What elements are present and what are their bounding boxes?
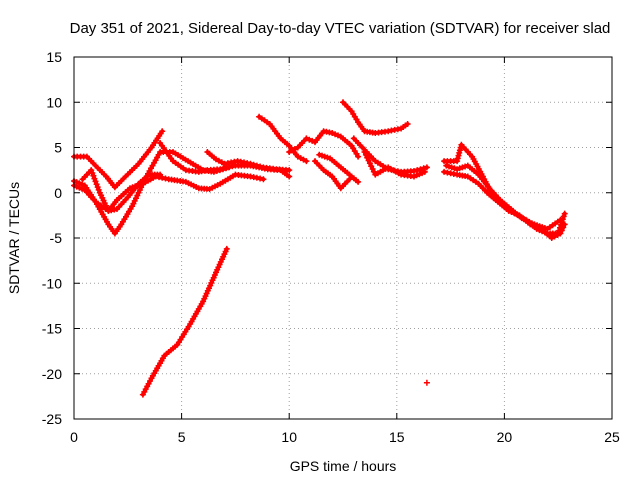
data-point bbox=[286, 167, 293, 174]
x-tick-label: 10 bbox=[281, 429, 297, 445]
series-track-4 bbox=[79, 167, 267, 214]
data-point bbox=[411, 168, 417, 174]
data-point bbox=[423, 379, 430, 386]
series-track-12 bbox=[340, 99, 411, 136]
data-point bbox=[260, 176, 267, 183]
data-point bbox=[88, 167, 95, 174]
data-point bbox=[355, 153, 362, 160]
series-track-9 bbox=[286, 128, 362, 160]
data-point bbox=[92, 178, 99, 185]
y-tick-label: -5 bbox=[50, 230, 63, 246]
data-point bbox=[303, 158, 310, 165]
x-tick-label: 20 bbox=[497, 429, 513, 445]
data-point bbox=[557, 216, 564, 223]
series-track-6 bbox=[204, 149, 293, 174]
grid-layer bbox=[74, 57, 612, 419]
data-point bbox=[414, 167, 421, 174]
series-outlier bbox=[423, 379, 430, 386]
x-tick-label: 15 bbox=[389, 429, 405, 445]
y-tick-label: 5 bbox=[54, 140, 62, 156]
data-point bbox=[89, 170, 96, 176]
y-tick-label: 15 bbox=[46, 49, 62, 65]
data-point bbox=[417, 166, 424, 173]
data-point bbox=[223, 164, 230, 171]
data-point bbox=[355, 178, 362, 185]
data-point bbox=[561, 210, 568, 217]
y-tick-label: -15 bbox=[42, 321, 62, 337]
data-point bbox=[560, 213, 567, 220]
data-point bbox=[159, 128, 166, 135]
y-tick-label: -20 bbox=[42, 366, 62, 382]
data-point bbox=[253, 162, 260, 169]
data-point bbox=[90, 172, 97, 179]
data-point bbox=[223, 245, 230, 252]
chart-title: Day 351 of 2021, Sidereal Day-to-day VTE… bbox=[70, 20, 611, 37]
data-point bbox=[332, 131, 339, 138]
y-tick-label: -10 bbox=[42, 275, 62, 291]
data-point bbox=[91, 175, 98, 182]
y-tick-label: 10 bbox=[46, 94, 62, 110]
data-point bbox=[94, 184, 101, 191]
data-point bbox=[306, 136, 313, 143]
x-tick-label: 5 bbox=[178, 429, 186, 445]
y-tick-label: 0 bbox=[54, 185, 62, 201]
data-point bbox=[335, 132, 341, 139]
series-track-1 bbox=[71, 128, 166, 191]
data-point bbox=[93, 181, 100, 188]
data-point bbox=[561, 221, 568, 228]
series-track-11 bbox=[312, 158, 353, 192]
y-axis-label: SDTVAR / TECUs bbox=[6, 182, 22, 294]
data-point bbox=[346, 176, 353, 183]
data-point bbox=[257, 163, 264, 170]
data-point bbox=[421, 168, 428, 175]
series-track-17 bbox=[443, 162, 564, 232]
x-tick-label: 0 bbox=[70, 429, 78, 445]
series-layer bbox=[71, 99, 568, 398]
data-point bbox=[95, 186, 102, 193]
data-point bbox=[247, 160, 254, 167]
data-point bbox=[329, 130, 336, 136]
y-tick-label: -25 bbox=[42, 411, 62, 427]
x-tick-label: 25 bbox=[604, 429, 620, 445]
series-track-16 bbox=[441, 168, 568, 241]
data-point bbox=[250, 161, 257, 168]
data-point bbox=[558, 227, 565, 234]
tick-layer: 0 5 10 15 20 25 -25 -20 -15 -10 -5 0 5 10 15 bbox=[42, 49, 620, 445]
x-axis-label: GPS time / hours bbox=[290, 458, 397, 474]
data-point bbox=[404, 121, 411, 127]
data-point bbox=[309, 137, 316, 144]
series-track-14 bbox=[361, 149, 428, 180]
data-point bbox=[423, 164, 430, 171]
data-point bbox=[286, 173, 293, 180]
series-track-7 bbox=[139, 245, 230, 398]
